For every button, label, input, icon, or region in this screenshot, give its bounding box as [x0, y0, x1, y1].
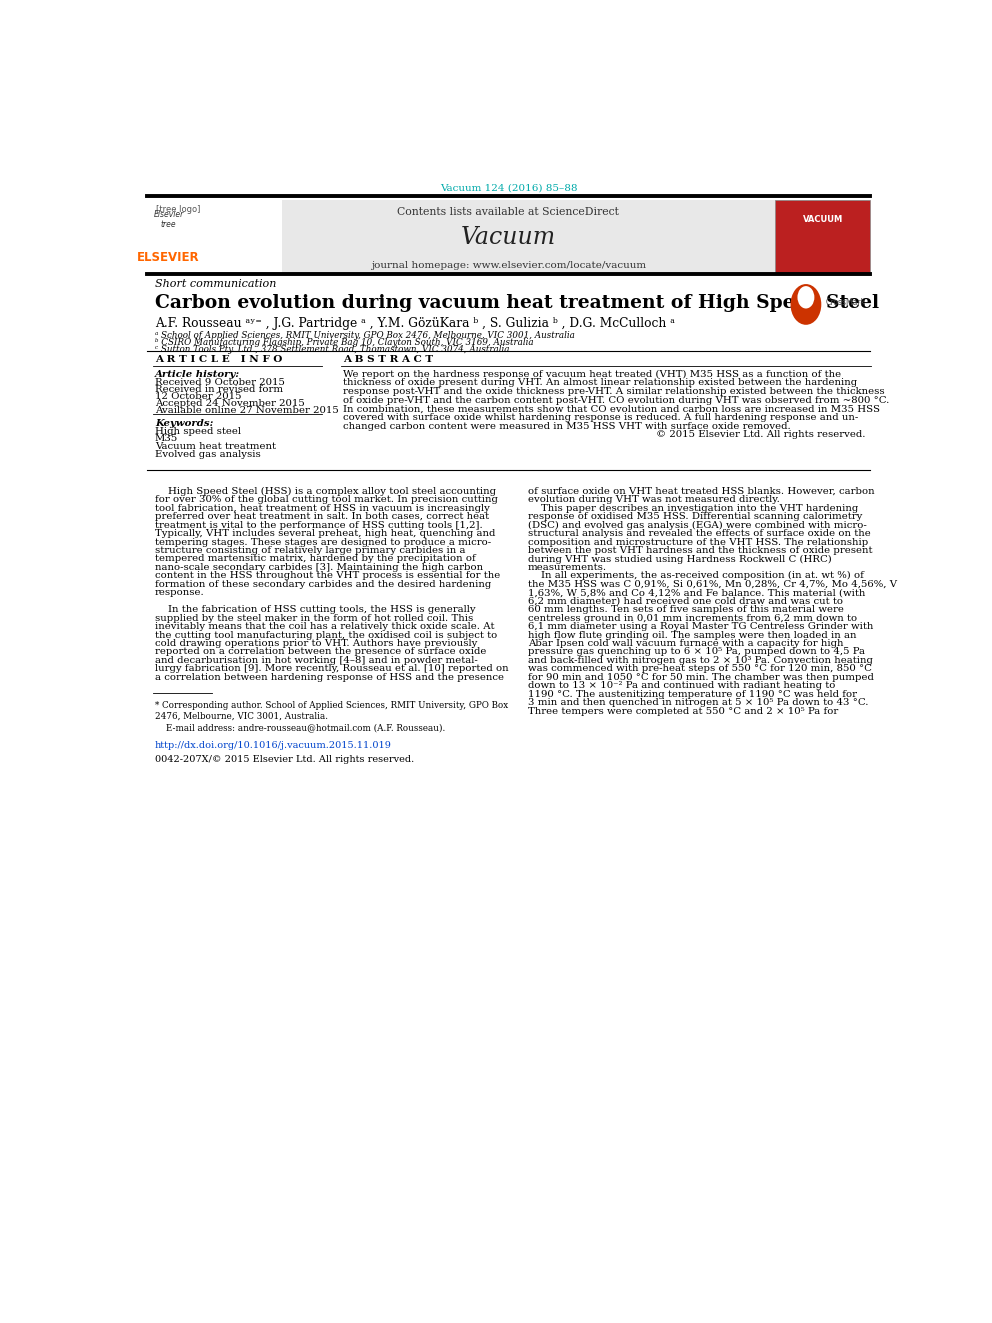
Text: the M35 HSS was C 0,91%, Si 0,61%, Mn 0,28%, Cr 4,7%, Mo 4,56%, V: the M35 HSS was C 0,91%, Si 0,61%, Mn 0,… — [528, 579, 897, 589]
Text: Vacuum 124 (2016) 85–88: Vacuum 124 (2016) 85–88 — [439, 184, 577, 193]
Text: Short communication: Short communication — [155, 279, 276, 288]
Text: 2476, Melbourne, VIC 3001, Australia.: 2476, Melbourne, VIC 3001, Australia. — [155, 712, 327, 721]
Text: 6,1 mm diameter using a Royal Master TG Centreless Grinder with: 6,1 mm diameter using a Royal Master TG … — [528, 622, 873, 631]
Text: tool fabrication, heat treatment of HSS in vacuum is increasingly: tool fabrication, heat treatment of HSS … — [155, 504, 490, 513]
Text: * Corresponding author. School of Applied Sciences, RMIT University, GPO Box: * Corresponding author. School of Applie… — [155, 701, 508, 709]
Text: tempered martensitic matrix, hardened by the precipitation of: tempered martensitic matrix, hardened by… — [155, 554, 475, 564]
Text: In the fabrication of HSS cutting tools, the HSS is generally: In the fabrication of HSS cutting tools,… — [155, 605, 475, 614]
Text: A.F. Rousseau ᵃʸ⁼ , J.G. Partridge ᵃ , Y.M. GözüKara ᵇ , S. Gulizia ᵇ , D.G. McC: A.F. Rousseau ᵃʸ⁼ , J.G. Partridge ᵃ , Y… — [155, 316, 675, 329]
Circle shape — [791, 284, 821, 325]
Text: 0042-207X/© 2015 Elsevier Ltd. All rights reserved.: 0042-207X/© 2015 Elsevier Ltd. All right… — [155, 754, 414, 763]
Text: of oxide pre-VHT and the carbon content post-VHT. CO evolution during VHT was ob: of oxide pre-VHT and the carbon content … — [343, 396, 890, 405]
Text: Received in revised form: Received in revised form — [155, 385, 283, 394]
Text: high flow flute grinding oil. The samples were then loaded in an: high flow flute grinding oil. The sample… — [528, 631, 856, 639]
Text: In combination, these measurements show that CO evolution and carbon loss are in: In combination, these measurements show … — [343, 405, 880, 413]
Text: A R T I C L E   I N F O: A R T I C L E I N F O — [155, 356, 282, 364]
Text: VACUUM: VACUUM — [803, 214, 843, 224]
Text: journal homepage: www.elsevier.com/locate/vacuum: journal homepage: www.elsevier.com/locat… — [371, 261, 646, 270]
Text: E-mail address: andre-rousseau@hotmail.com (A.F. Rousseau).: E-mail address: andre-rousseau@hotmail.c… — [155, 724, 445, 732]
Text: centreless ground in 0,01 mm increments from 6,2 mm down to: centreless ground in 0,01 mm increments … — [528, 614, 857, 623]
Text: ELSEVIER: ELSEVIER — [137, 250, 200, 263]
Text: between the post VHT hardness and the thickness of oxide present: between the post VHT hardness and the th… — [528, 546, 872, 554]
Text: CrossMark: CrossMark — [825, 298, 865, 307]
Text: In all experiments, the as-received composition (in at. wt %) of: In all experiments, the as-received comp… — [528, 572, 863, 581]
Text: Evolved gas analysis: Evolved gas analysis — [155, 450, 261, 459]
Text: structure consisting of relatively large primary carbides in a: structure consisting of relatively large… — [155, 546, 465, 554]
Text: 1,63%, W 5,8% and Co 4,12% and Fe balance. This material (with: 1,63%, W 5,8% and Co 4,12% and Fe balanc… — [528, 589, 865, 597]
Text: preferred over heat treatment in salt. In both cases, correct heat: preferred over heat treatment in salt. I… — [155, 512, 489, 521]
Text: Available online 27 November 2015: Available online 27 November 2015 — [155, 406, 338, 415]
Text: Accepted 24 November 2015: Accepted 24 November 2015 — [155, 400, 305, 409]
Text: nano-scale secondary carbides [3]. Maintaining the high carbon: nano-scale secondary carbides [3]. Maint… — [155, 562, 483, 572]
Text: treatment is vital to the performance of HSS cutting tools [1,2].: treatment is vital to the performance of… — [155, 521, 482, 529]
Text: Received 9 October 2015: Received 9 October 2015 — [155, 378, 285, 386]
Text: © 2015 Elsevier Ltd. All rights reserved.: © 2015 Elsevier Ltd. All rights reserved… — [657, 430, 866, 439]
Text: formation of these secondary carbides and the desired hardening: formation of these secondary carbides an… — [155, 579, 491, 589]
Text: http://dx.doi.org/10.1016/j.vacuum.2015.11.019: http://dx.doi.org/10.1016/j.vacuum.2015.… — [155, 741, 392, 750]
Text: Carbon evolution during vacuum heat treatment of High Speed Steel: Carbon evolution during vacuum heat trea… — [155, 294, 879, 312]
Text: Three tempers were completed at 550 °C and 2 × 10⁵ Pa for: Three tempers were completed at 550 °C a… — [528, 706, 838, 716]
Text: 6,2 mm diameter) had received one cold draw and was cut to: 6,2 mm diameter) had received one cold d… — [528, 597, 842, 606]
Text: pressure gas quenching up to 6 × 10⁵ Pa, pumped down to 4,5 Pa: pressure gas quenching up to 6 × 10⁵ Pa,… — [528, 647, 865, 656]
Text: Keywords:: Keywords: — [155, 418, 213, 427]
Text: 12 October 2015: 12 October 2015 — [155, 392, 241, 401]
Text: response of oxidised M35 HSS. Differential scanning calorimetry: response of oxidised M35 HSS. Differenti… — [528, 512, 862, 521]
Text: Article history:: Article history: — [155, 369, 240, 378]
Text: content in the HSS throughout the VHT process is essential for the: content in the HSS throughout the VHT pr… — [155, 572, 500, 581]
FancyBboxPatch shape — [147, 200, 282, 273]
Text: Typically, VHT includes several preheat, high heat, quenching and: Typically, VHT includes several preheat,… — [155, 529, 495, 538]
Text: supplied by the steel maker in the form of hot rolled coil. This: supplied by the steel maker in the form … — [155, 614, 473, 623]
Text: We report on the hardness response of vacuum heat treated (VHT) M35 HSS as a fun: We report on the hardness response of va… — [343, 369, 841, 378]
Text: and decarburisation in hot working [4–8] and in powder metal-: and decarburisation in hot working [4–8]… — [155, 656, 477, 665]
Text: inevitably means that the coil has a relatively thick oxide scale. At: inevitably means that the coil has a rel… — [155, 622, 494, 631]
Text: the cutting tool manufacturing plant, the oxidised coil is subject to: the cutting tool manufacturing plant, th… — [155, 631, 497, 639]
Text: Abar Ipsen cold wall vacuum furnace with a capacity for high: Abar Ipsen cold wall vacuum furnace with… — [528, 639, 843, 648]
Text: response.: response. — [155, 589, 204, 597]
Text: [tree logo]: [tree logo] — [157, 205, 200, 213]
Text: changed carbon content were measured in M35 HSS VHT with surface oxide removed.: changed carbon content were measured in … — [343, 422, 791, 430]
Text: tempering stages. These stages are designed to produce a micro-: tempering stages. These stages are desig… — [155, 537, 491, 546]
Text: measurements.: measurements. — [528, 562, 607, 572]
Text: 60 mm lengths. Ten sets of five samples of this material were: 60 mm lengths. Ten sets of five samples … — [528, 605, 843, 614]
Text: High Speed Steel (HSS) is a complex alloy tool steel accounting: High Speed Steel (HSS) is a complex allo… — [155, 487, 496, 496]
Text: down to 13 × 10⁻² Pa and continued with radiant heating to: down to 13 × 10⁻² Pa and continued with … — [528, 681, 835, 691]
Text: was commenced with pre-heat steps of 550 °C for 120 min, 850 °C: was commenced with pre-heat steps of 550… — [528, 664, 872, 673]
Text: thickness of oxide present during VHT. An almost linear relationship existed bet: thickness of oxide present during VHT. A… — [343, 378, 857, 388]
Text: for over 30% of the global cutting tool market. In precision cutting: for over 30% of the global cutting tool … — [155, 495, 498, 504]
Text: A B S T R A C T: A B S T R A C T — [343, 356, 434, 364]
Text: Vacuum heat treatment: Vacuum heat treatment — [155, 442, 276, 451]
Text: Elsevier
tree: Elsevier tree — [154, 209, 184, 229]
Circle shape — [798, 286, 814, 308]
Text: 3 min and then quenched in nitrogen at 5 × 10⁵ Pa down to 43 °C.: 3 min and then quenched in nitrogen at 5… — [528, 699, 868, 708]
Text: during VHT was studied using Hardness Rockwell C (HRC): during VHT was studied using Hardness Ro… — [528, 554, 831, 564]
Text: High speed steel: High speed steel — [155, 427, 241, 435]
Text: structural analysis and revealed the effects of surface oxide on the: structural analysis and revealed the eff… — [528, 529, 870, 538]
Text: cold drawing operations prior to VHT. Authors have previously: cold drawing operations prior to VHT. Au… — [155, 639, 477, 648]
Text: reported on a correlation between the presence of surface oxide: reported on a correlation between the pr… — [155, 647, 486, 656]
Text: a correlation between hardening response of HSS and the presence: a correlation between hardening response… — [155, 673, 504, 681]
Text: Vacuum: Vacuum — [461, 226, 556, 249]
FancyBboxPatch shape — [147, 200, 870, 273]
Text: ᶜ Sutton Tools Pty. Ltd., 378 Settlement Road, Thomastown, VIC 3074, Australia: ᶜ Sutton Tools Pty. Ltd., 378 Settlement… — [155, 345, 509, 355]
Text: and back-filled with nitrogen gas to 2 × 10³ Pa. Convection heating: and back-filled with nitrogen gas to 2 ×… — [528, 656, 873, 665]
Text: ᵇ CSIRO Manufacturing Flagship, Private Bag 10, Clayton South, VIC 3169, Austral: ᵇ CSIRO Manufacturing Flagship, Private … — [155, 339, 534, 347]
Text: 1190 °C. The austenitizing temperature of 1190 °C was held for: 1190 °C. The austenitizing temperature o… — [528, 689, 857, 699]
Text: of surface oxide on VHT heat treated HSS blanks. However, carbon: of surface oxide on VHT heat treated HSS… — [528, 487, 874, 496]
Text: M35: M35 — [155, 434, 178, 443]
Text: response post-VHT and the oxide thickness pre-VHT. A similar relationship existe: response post-VHT and the oxide thicknes… — [343, 386, 885, 396]
Text: (DSC) and evolved gas analysis (EGA) were combined with micro-: (DSC) and evolved gas analysis (EGA) wer… — [528, 521, 866, 529]
Text: covered with surface oxide whilst hardening response is reduced. A full hardenin: covered with surface oxide whilst harden… — [343, 413, 858, 422]
Text: ᵃ School of Applied Sciences, RMIT University, GPO Box 2476, Melbourne, VIC 3001: ᵃ School of Applied Sciences, RMIT Unive… — [155, 331, 574, 340]
FancyBboxPatch shape — [775, 200, 870, 273]
Text: for 90 min and 1050 °C for 50 min. The chamber was then pumped: for 90 min and 1050 °C for 50 min. The c… — [528, 673, 874, 681]
Text: evolution during VHT was not measured directly.: evolution during VHT was not measured di… — [528, 495, 780, 504]
Text: This paper describes an investigation into the VHT hardening: This paper describes an investigation in… — [528, 504, 858, 513]
Text: Contents lists available at ScienceDirect: Contents lists available at ScienceDirec… — [398, 206, 619, 217]
Text: lurgy fabrication [9]. More recently, Rousseau et al. [10] reported on: lurgy fabrication [9]. More recently, Ro… — [155, 664, 508, 673]
Text: composition and microstructure of the VHT HSS. The relationship: composition and microstructure of the VH… — [528, 537, 868, 546]
